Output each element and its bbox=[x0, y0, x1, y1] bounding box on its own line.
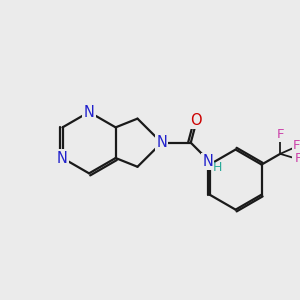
Text: F: F bbox=[293, 139, 300, 152]
Text: H: H bbox=[212, 161, 222, 174]
Text: N: N bbox=[202, 154, 213, 169]
Text: F: F bbox=[276, 128, 284, 141]
Text: F: F bbox=[295, 152, 300, 165]
Text: N: N bbox=[156, 135, 167, 150]
Text: O: O bbox=[190, 113, 201, 128]
Text: N: N bbox=[57, 151, 68, 166]
Text: N: N bbox=[84, 104, 94, 119]
